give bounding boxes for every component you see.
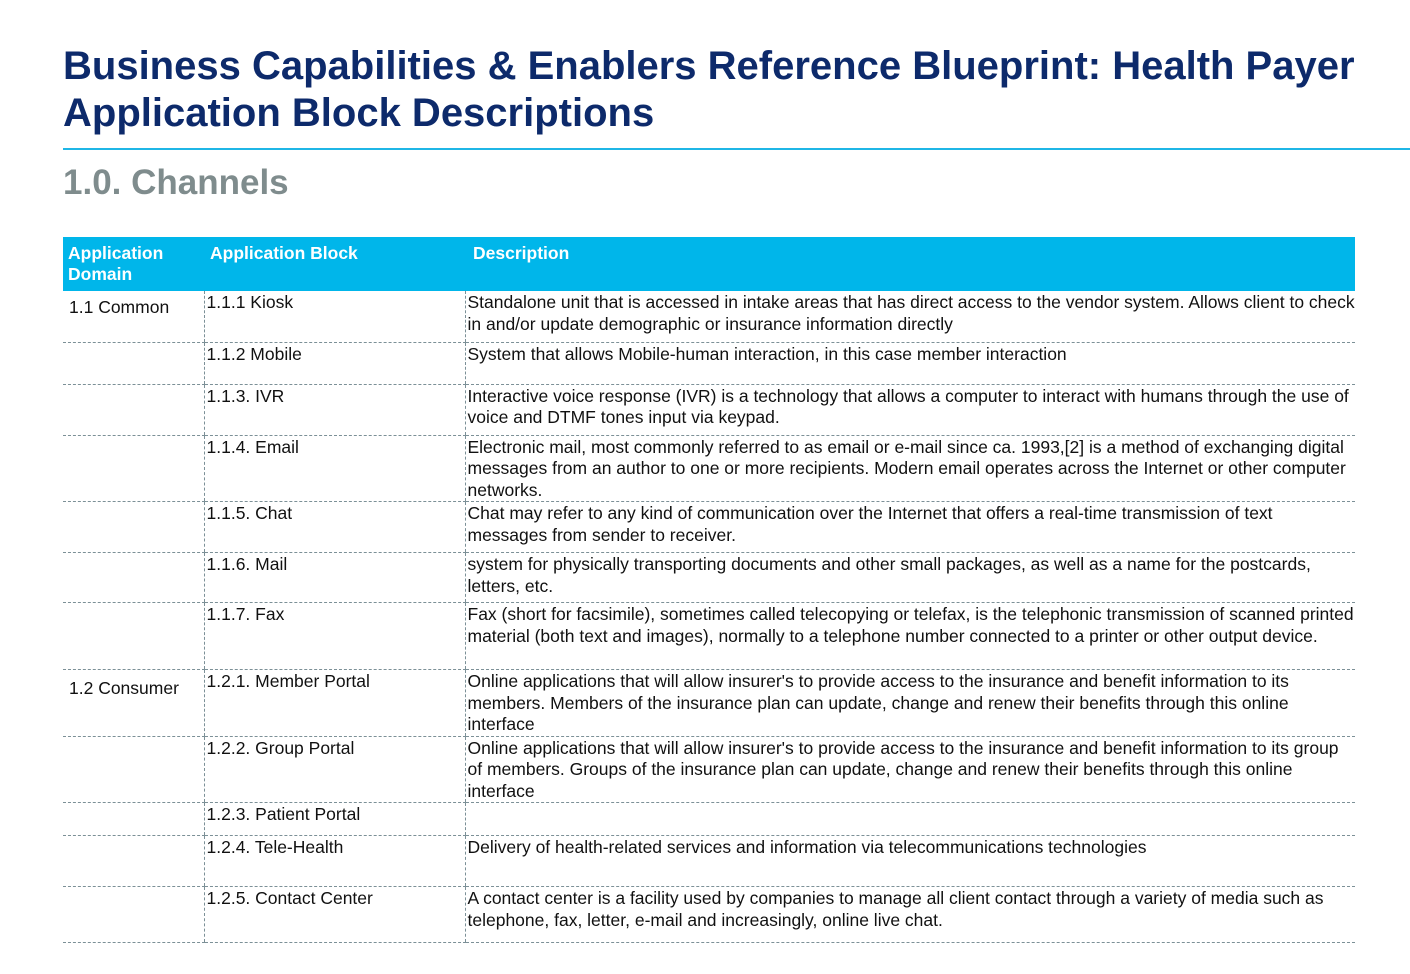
domain-cell	[63, 435, 204, 502]
description-cell: Interactive voice response (IVR) is a te…	[464, 384, 1355, 436]
table-row: 1.1.4. Email Electronic mail, most commo…	[63, 435, 1355, 502]
table-row: 1.2.5. Contact Center A contact center i…	[63, 886, 1355, 943]
description-cell: Standalone unit that is accessed in inta…	[464, 291, 1355, 343]
table-row: 1.2 Consumer 1.2.1. Member Portal Online…	[63, 669, 1355, 737]
block-cell: 1.1.7. Fax	[203, 602, 465, 670]
description-cell: Delivery of health-related services and …	[464, 835, 1355, 887]
description-cell: System that allows Mobile-human interact…	[464, 342, 1355, 385]
block-cell: 1.1.5. Chat	[203, 501, 465, 553]
domain-cell	[63, 342, 204, 385]
table-header: Application Domain Application Block Des…	[63, 237, 1355, 291]
block-cell: 1.1.4. Email	[203, 435, 465, 502]
table-row: 1.1.7. Fax Fax (short for facsimile), so…	[63, 602, 1355, 670]
table-row: 1.1.3. IVR Interactive voice response (I…	[63, 384, 1355, 436]
table-row: 1.1.6. Mail system for physically transp…	[63, 552, 1355, 603]
description-cell	[464, 802, 1355, 836]
block-cell: 1.2.3. Patient Portal	[203, 802, 465, 836]
table-body: 1.1 Common 1.1.1 Kiosk Standalone unit t…	[63, 291, 1355, 943]
block-cell: 1.1.6. Mail	[203, 552, 465, 603]
section-heading: 1.0. Channels	[63, 163, 289, 202]
domain-cell	[63, 501, 204, 553]
domain-cell	[63, 802, 204, 836]
block-cell: 1.1.3. IVR	[203, 384, 465, 436]
block-cell: 1.2.5. Contact Center	[203, 886, 465, 943]
domain-cell	[63, 736, 204, 803]
description-cell: system for physically transporting docum…	[464, 552, 1355, 603]
page-title: Business Capabilities & Enablers Referen…	[63, 44, 1355, 135]
domain-cell	[63, 602, 204, 670]
domain-cell	[63, 552, 204, 603]
column-header-block: Application Block	[204, 237, 465, 291]
domain-cell	[63, 384, 204, 436]
table-row: 1.1 Common 1.1.1 Kiosk Standalone unit t…	[63, 291, 1355, 343]
application-block-table: Application Domain Application Block Des…	[63, 237, 1355, 943]
description-cell: Fax (short for facsimile), sometimes cal…	[464, 602, 1355, 670]
block-cell: 1.1.2 Mobile	[203, 342, 465, 385]
domain-cell: 1.2 Consumer	[63, 669, 204, 737]
block-cell: 1.1.1 Kiosk	[203, 291, 465, 343]
description-cell: Chat may refer to any kind of communicat…	[464, 501, 1355, 553]
description-cell: Online applications that will allow insu…	[464, 669, 1355, 737]
table-row: 1.2.4. Tele-Health Delivery of health-re…	[63, 835, 1355, 887]
block-cell: 1.2.4. Tele-Health	[203, 835, 465, 887]
table-header-row: Application Domain Application Block Des…	[63, 237, 1355, 291]
description-cell: Online applications that will allow insu…	[464, 736, 1355, 803]
block-cell: 1.2.2. Group Portal	[203, 736, 465, 803]
column-header-description: Description	[465, 237, 1355, 291]
table-row: 1.2.2. Group Portal Online applications …	[63, 736, 1355, 803]
table-row: 1.1.2 Mobile System that allows Mobile-h…	[63, 342, 1355, 385]
domain-cell	[63, 886, 204, 943]
title-divider	[63, 148, 1410, 150]
table-row: 1.1.5. Chat Chat may refer to any kind o…	[63, 501, 1355, 553]
domain-cell: 1.1 Common	[63, 291, 204, 343]
column-header-domain: Application Domain	[63, 237, 204, 291]
table-row: 1.2.3. Patient Portal	[63, 802, 1355, 836]
domain-cell	[63, 835, 204, 887]
block-cell: 1.2.1. Member Portal	[203, 669, 465, 737]
description-cell: Electronic mail, most commonly referred …	[464, 435, 1355, 502]
description-cell: A contact center is a facility used by c…	[464, 886, 1355, 943]
